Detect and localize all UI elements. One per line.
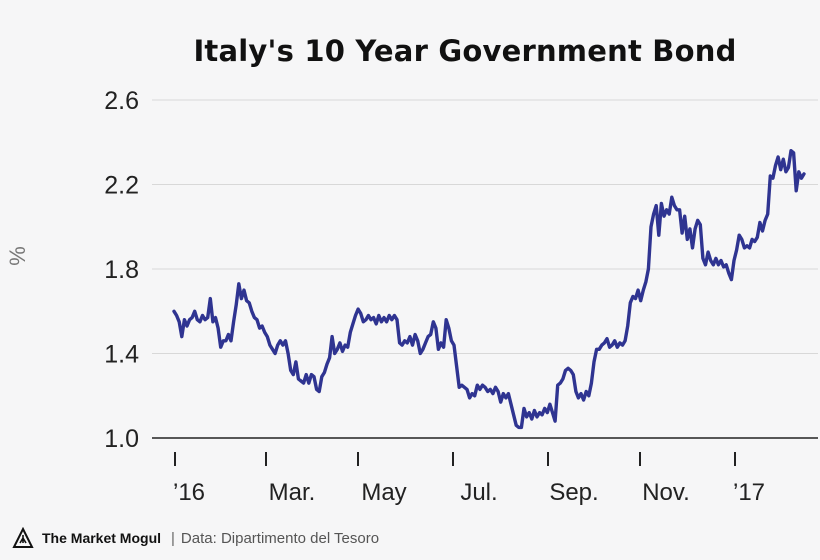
- brand-name: The Market Mogul: [42, 530, 162, 546]
- grid-lines: [152, 99, 818, 439]
- chart-title: Italy's 10 Year Government Bond: [193, 34, 737, 68]
- y-tick-label: 1.0: [104, 425, 139, 453]
- x-tick-label: Mar.: [269, 479, 316, 506]
- x-tick-label: ’16: [173, 479, 205, 506]
- y-tick-label: 1.4: [104, 341, 139, 369]
- y-tick-labels: 1.0 1.4 1.8 2.2 2.6: [104, 87, 139, 453]
- footer: The Market Mogul | Data: Dipartimento de…: [12, 526, 379, 550]
- x-tick-label: ’17: [733, 479, 765, 506]
- mogul-logo-icon: [12, 527, 34, 548]
- x-tick-label: Nov.: [642, 479, 690, 506]
- x-tick-label: Jul.: [460, 479, 497, 506]
- y-tick-label: 1.8: [104, 256, 139, 284]
- x-ticks: ’16 Mar. May Jul. Sep. Nov. ’17: [173, 452, 765, 506]
- x-tick-label: Sep.: [549, 479, 598, 506]
- y-tick-label: 2.6: [104, 87, 139, 115]
- series-line: [172, 148, 806, 430]
- series-lines: [172, 148, 806, 430]
- y-tick-label: 2.2: [104, 172, 139, 200]
- footer-separator: |: [171, 529, 175, 547]
- data-source: Data: Dipartimento del Tesoro: [180, 529, 380, 547]
- x-tick-label: May: [361, 479, 406, 506]
